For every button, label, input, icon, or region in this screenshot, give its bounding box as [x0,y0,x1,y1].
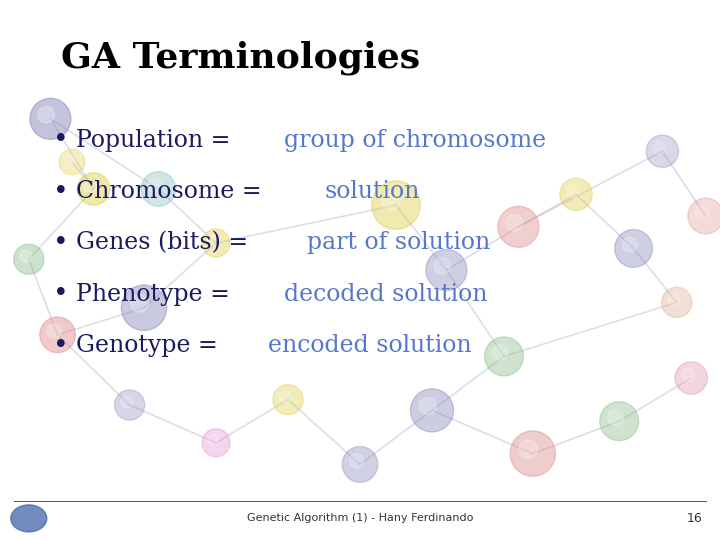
Text: Phenotype =: Phenotype = [76,283,237,306]
Text: •: • [53,179,69,205]
Text: •: • [53,281,69,307]
Ellipse shape [485,337,523,376]
Ellipse shape [410,389,454,432]
Ellipse shape [419,397,436,415]
Ellipse shape [681,368,695,381]
Ellipse shape [202,229,230,257]
Ellipse shape [662,287,692,318]
Ellipse shape [78,173,110,205]
Ellipse shape [19,250,32,262]
Ellipse shape [202,429,230,457]
Text: encoded solution: encoded solution [268,334,472,357]
Ellipse shape [506,214,523,231]
Ellipse shape [30,98,71,139]
Ellipse shape [498,206,539,247]
Circle shape [11,505,47,532]
Ellipse shape [38,106,55,123]
Ellipse shape [84,179,97,192]
Ellipse shape [40,317,76,353]
Text: Population =: Population = [76,129,238,152]
Ellipse shape [567,185,580,198]
Ellipse shape [688,198,720,234]
Ellipse shape [615,230,652,267]
Ellipse shape [130,294,148,312]
Ellipse shape [426,249,467,291]
Ellipse shape [114,390,145,420]
Ellipse shape [600,402,639,441]
Ellipse shape [120,396,132,408]
Text: Genetic Algorithm (1) - Hany Ferdinando: Genetic Algorithm (1) - Hany Ferdinando [247,514,473,523]
Ellipse shape [141,172,176,206]
Text: group of chromosome: group of chromosome [284,129,546,152]
Text: •: • [53,230,69,256]
Ellipse shape [59,149,85,175]
Ellipse shape [148,179,162,192]
Ellipse shape [279,390,291,403]
Ellipse shape [519,440,537,458]
Ellipse shape [608,409,623,425]
Ellipse shape [14,244,44,274]
Ellipse shape [47,324,61,339]
Ellipse shape [492,345,508,360]
Text: •: • [53,127,69,153]
Ellipse shape [560,178,593,211]
Ellipse shape [622,237,637,252]
Ellipse shape [207,234,219,246]
Text: solution: solution [325,180,420,203]
Ellipse shape [121,285,167,330]
Ellipse shape [382,191,401,210]
Ellipse shape [653,141,666,154]
Ellipse shape [667,293,680,306]
Ellipse shape [434,258,451,274]
Ellipse shape [342,447,378,482]
Ellipse shape [695,205,709,220]
Ellipse shape [510,431,555,476]
Ellipse shape [273,384,303,415]
Text: decoded solution: decoded solution [284,283,487,306]
Ellipse shape [675,362,707,394]
Ellipse shape [64,154,75,165]
Text: GA Terminologies: GA Terminologies [61,40,420,75]
Text: •: • [53,333,69,359]
Text: Chromosome =: Chromosome = [76,180,269,203]
Text: Genotype =: Genotype = [76,334,225,357]
Ellipse shape [372,181,420,230]
Text: part of solution: part of solution [307,232,490,254]
Ellipse shape [207,434,219,446]
Text: Genes (bits) =: Genes (bits) = [76,232,255,254]
Ellipse shape [349,454,364,468]
Text: 16: 16 [686,512,702,525]
Ellipse shape [647,135,679,167]
